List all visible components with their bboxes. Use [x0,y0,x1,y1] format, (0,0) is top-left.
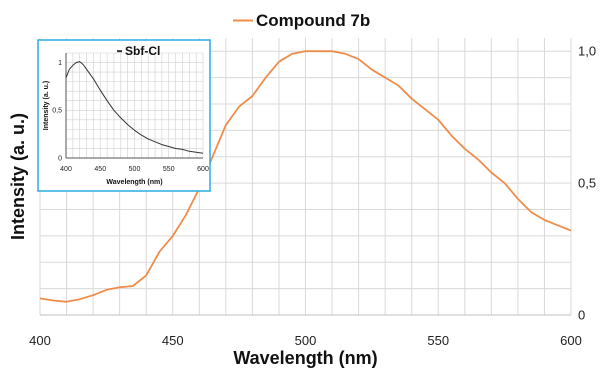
inset-legend: Sbf-Cl [117,44,160,58]
inset-chart: 400 450 500 550 600 0 0,5 1 Wavelength (nm) Inten… [37,39,211,192]
main-x-tick-label: 450 [162,333,184,348]
inset-x-tick-label: 400 [60,166,72,173]
inset-x-axis-label: Wavelength (nm) [106,179,162,186]
inset-x-tick-label: 600 [197,166,209,173]
main-y-tick-label: 0,5 [578,176,596,191]
main-legend: Compound 7b [233,11,370,30]
main-x-tick-label: 400 [29,333,51,348]
main-series-line [39,50,572,303]
inset-x-tick-label: 500 [129,166,141,173]
inset-y-tick-label: 0,5 [52,108,62,115]
inset-x-tick-label: 450 [94,166,106,173]
main-y-tick-label: 1,0 [578,44,596,59]
inset-grid-vertical [65,53,204,158]
main-x-tick-label: 550 [427,333,449,348]
main-y-axis-label: Intensity (a. u.) [8,113,28,240]
inset-grid-horizontal [66,52,203,159]
inset-legend-label: Sbf-Cl [125,44,160,58]
inset-frame [37,39,211,192]
main-y-tick-label: 0 [578,308,585,323]
inset-x-tick-label: 550 [163,166,175,173]
inset-series-line [65,61,204,154]
main-x-axis-label: Wavelength (nm) [233,348,377,368]
inset-y-tick-label: 0 [58,155,62,162]
main-x-tick-label: 600 [560,333,582,348]
inset-y-tick-label: 1 [58,60,62,67]
main-legend-label: Compound 7b [256,11,370,30]
main-x-tick-label: 500 [295,333,317,348]
inset-y-axis-label: Intensity (a. u.) [43,81,50,130]
